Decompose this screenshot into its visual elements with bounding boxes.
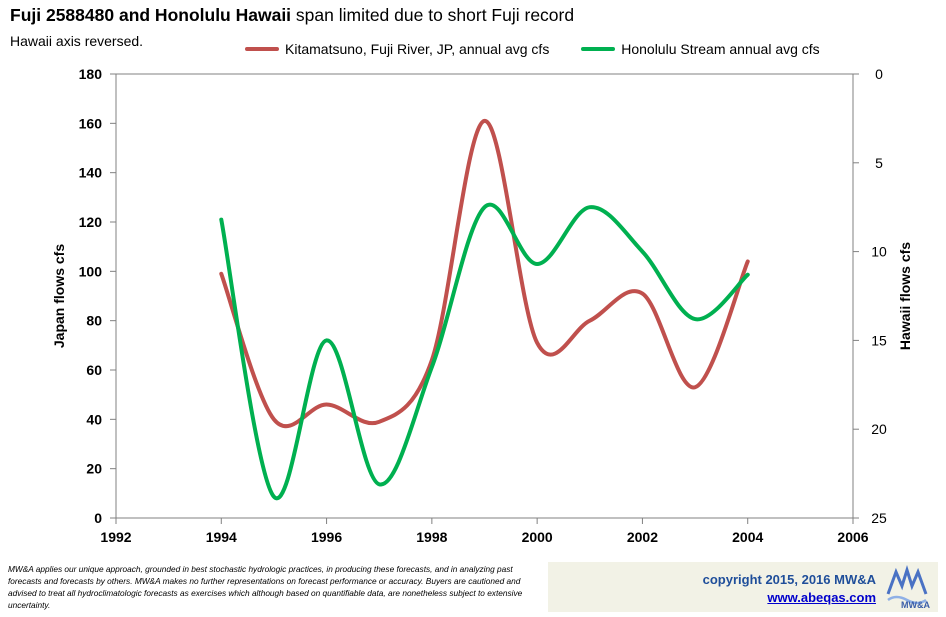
series-line-honolulu <box>219 202 750 501</box>
y-left-tick-label: 60 <box>86 362 102 378</box>
y-left-tick-label: 40 <box>86 411 102 427</box>
y-right-tick-label: 0 <box>875 66 883 82</box>
footer-box: copyright 2015, 2016 MW&A www.abeqas.com… <box>548 562 938 612</box>
y-left-tick-label: 140 <box>79 165 103 181</box>
y-left-tick-label: 180 <box>79 66 103 82</box>
legend: Kitamatsuno, Fuji River, JP, annual avg … <box>245 38 848 57</box>
y-left-tick-label: 0 <box>94 510 102 526</box>
chart-subtitle: Hawaii axis reversed. <box>10 33 144 49</box>
chart-title-rest: span limited due to short Fuji record <box>291 5 575 25</box>
x-tick-label: 1992 <box>100 529 131 545</box>
x-tick-label: 2006 <box>837 529 868 545</box>
x-tick-label: 2002 <box>627 529 658 545</box>
x-tick-label: 2004 <box>732 529 763 545</box>
y-left-axis-title: Japan flows cfs <box>51 244 67 348</box>
y-right-tick-label: 5 <box>875 155 883 171</box>
plot-area <box>115 73 854 519</box>
disclaimer-text: MW&A applies our unique approach, ground… <box>8 564 523 610</box>
x-tick-label: 2000 <box>522 529 553 545</box>
copyright-text: copyright 2015, 2016 MW&A <box>702 572 876 587</box>
logo-text: MW&A <box>901 600 930 610</box>
y-right-axis-title: Hawaii flows cfs <box>897 242 913 350</box>
legend-entry-honolulu: Honolulu Stream annual avg cfs <box>581 41 820 57</box>
y-left-tick-label: 120 <box>79 214 103 230</box>
series-line-fuji <box>219 118 750 429</box>
legend-entry-fuji: Kitamatsuno, Fuji River, JP, annual avg … <box>245 41 549 57</box>
y-right-tick-label: 20 <box>871 421 887 437</box>
x-tick-label: 1996 <box>311 529 342 545</box>
legend-label-fuji: Kitamatsuno, Fuji River, JP, annual avg … <box>285 41 550 57</box>
x-tick-label: 1998 <box>416 529 447 545</box>
y-right-tick-label: 10 <box>871 244 887 260</box>
chart-title: Fuji 2588480 and Honolulu Hawaii span li… <box>10 5 574 26</box>
x-tick-label: 1994 <box>206 529 237 545</box>
chart-title-bold: Fuji 2588480 and Honolulu Hawaii <box>10 5 292 25</box>
y-left-tick-label: 100 <box>79 263 103 279</box>
y-left-tick-label: 80 <box>86 313 102 329</box>
y-left-tick-label: 20 <box>86 461 102 477</box>
line-chart: 1992 1994 1996 1998 2000 2002 2004 2006 0 20 40 60 8… <box>51 66 913 545</box>
y-right-tick-label: 25 <box>871 510 887 526</box>
legend-swatch-fuji <box>245 47 279 51</box>
legend-label-honolulu: Honolulu Stream annual avg cfs <box>621 41 820 57</box>
y-left-tick-label: 160 <box>79 115 103 131</box>
y-right-tick-label: 15 <box>871 332 887 348</box>
website-link[interactable]: www.abeqas.com <box>767 590 876 605</box>
mwa-logo-icon <box>886 564 928 605</box>
legend-swatch-honolulu <box>581 47 616 51</box>
